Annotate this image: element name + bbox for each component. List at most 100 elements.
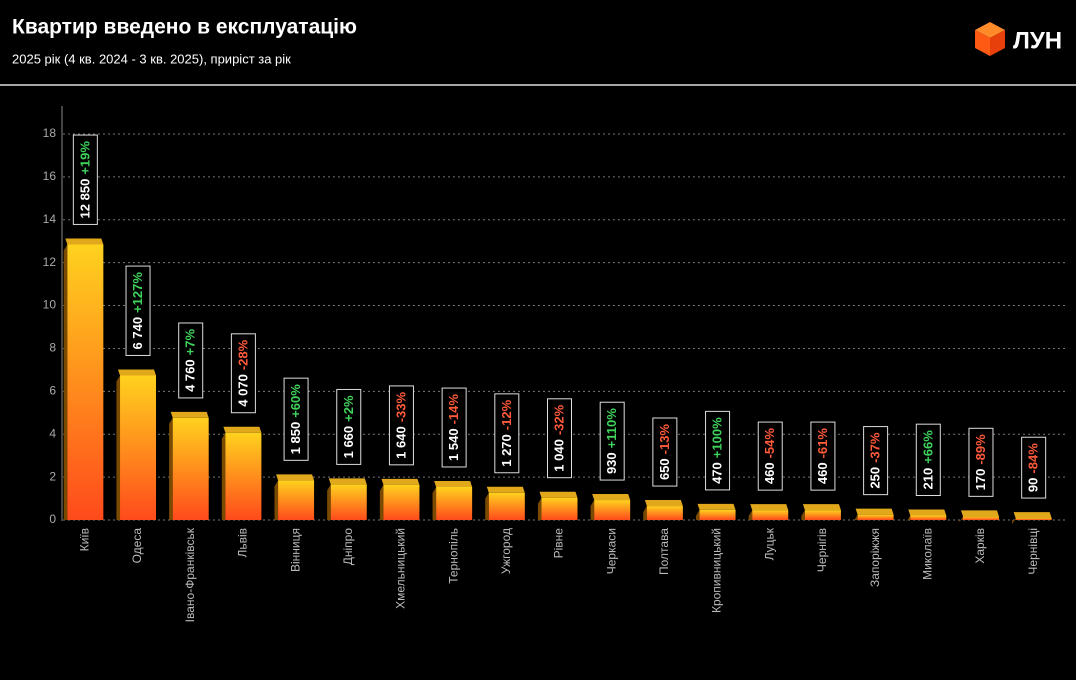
value-label-number: 4 760 [183, 359, 198, 392]
label-box [441, 387, 467, 468]
y-tick-label: 6 [49, 384, 56, 398]
x-tick-label: Миколаїв [920, 528, 934, 580]
label-box [863, 426, 889, 496]
change-label: +19% [78, 141, 93, 175]
change-label: +110% [605, 408, 620, 449]
value-label-number: 12 850 [78, 179, 93, 219]
label-box [599, 401, 625, 481]
bar-top [802, 504, 841, 511]
value-label: 1 850 +60% [283, 377, 309, 461]
value-label-number: 6 740 [130, 317, 145, 350]
change-label: +100% [710, 417, 725, 458]
bar-side [221, 432, 226, 520]
bar-top [434, 480, 473, 487]
bar-top [381, 478, 420, 485]
bar-top [276, 474, 315, 481]
label-box [968, 427, 994, 497]
value-label: 170 -89% [968, 427, 994, 497]
label-box [230, 333, 256, 414]
change-label: +66% [921, 430, 936, 464]
bar-side [906, 515, 911, 522]
value-label-text: 930 +110% [605, 408, 620, 474]
bar-top [170, 411, 209, 418]
change-label: -14% [447, 394, 462, 425]
bar-side [379, 484, 384, 520]
bar-top [855, 508, 894, 515]
value-label: 1 540 -14% [441, 387, 467, 468]
y-tick-label: 2 [49, 469, 56, 483]
label-box [336, 388, 362, 465]
bar-side [274, 480, 279, 520]
bar-side [643, 506, 647, 520]
y-tick-label: 14 [43, 212, 57, 226]
x-tick-label: Одеса [130, 528, 144, 564]
bar-top [592, 494, 631, 501]
x-tick-label: Кропивницький [710, 528, 724, 613]
value-label-number: 460 [815, 462, 830, 484]
bar [804, 510, 841, 520]
bar-side [116, 375, 121, 520]
bar [172, 417, 209, 520]
value-label-number: 650 [657, 458, 672, 480]
bar-side [537, 497, 542, 520]
x-tick-label: Хмельницький [394, 528, 408, 609]
change-label: +2% [341, 395, 356, 422]
value-label-text: 1 850 +60% [289, 384, 304, 455]
x-tick-label: Рівне [552, 528, 566, 559]
value-label-text: 1 660 +2% [341, 395, 356, 458]
label-box [757, 421, 783, 491]
value-label: 12 850 +19% [72, 134, 98, 225]
value-label: 1 040 -32% [547, 398, 572, 479]
x-tick-label: Тернопіль [446, 528, 460, 584]
value-label: 4 070 -28% [230, 333, 256, 414]
brand: ЛУН [1013, 27, 1062, 54]
value-label-text: 470 +100% [710, 417, 725, 484]
change-label: -54% [763, 428, 778, 459]
value-label: 1 270 -12% [494, 393, 520, 474]
value-label-text: 1 270 -12% [499, 399, 514, 466]
value-label: 460 -61% [810, 421, 836, 491]
bar [67, 244, 104, 520]
value-label: 1 660 +2% [336, 388, 362, 465]
value-label-number: 930 [605, 452, 620, 474]
value-label-number: 1 640 [394, 426, 409, 459]
y-tick-label: 4 [49, 426, 56, 440]
value-label-text: 170 -89% [973, 434, 988, 490]
value-label-text: 460 -61% [815, 428, 830, 484]
bar-top [223, 426, 262, 433]
y-tick-label: 10 [43, 298, 57, 312]
change-label: -12% [499, 399, 514, 430]
value-label: 930 +110% [599, 401, 625, 481]
x-tick-label: Львів [236, 528, 250, 558]
bar [225, 432, 262, 520]
value-label-text: 12 850 +19% [78, 141, 93, 219]
x-tick-label: Полтава [657, 528, 671, 575]
bar [857, 514, 894, 520]
bar-side [169, 417, 173, 520]
bar-top [697, 503, 736, 510]
x-tick-label: Ужгород [499, 528, 513, 574]
bar [488, 492, 525, 520]
bar [330, 484, 367, 520]
change-label: +127% [130, 272, 145, 313]
chart-subtitle: 2025 рік (4 кв. 2024 - 3 кв. 2025), прир… [12, 51, 291, 66]
bar [436, 486, 473, 520]
y-tick-label: 0 [49, 512, 56, 526]
change-label: -89% [973, 434, 988, 465]
change-label: -28% [236, 339, 251, 370]
bar-side [1012, 518, 1016, 525]
logo [975, 22, 1005, 56]
value-label: 650 -13% [652, 417, 678, 487]
value-label: 460 -54% [757, 421, 783, 491]
x-tick-label: Київ [78, 528, 92, 551]
label-box [705, 410, 731, 491]
value-label: 1 640 -33% [388, 385, 414, 466]
bar [278, 480, 315, 520]
bar-side [432, 486, 437, 520]
value-label-number: 1 660 [341, 426, 356, 459]
change-label: +7% [183, 329, 198, 356]
change-label: -84% [1026, 443, 1041, 474]
label-box [178, 322, 204, 399]
bar-top [539, 491, 578, 498]
